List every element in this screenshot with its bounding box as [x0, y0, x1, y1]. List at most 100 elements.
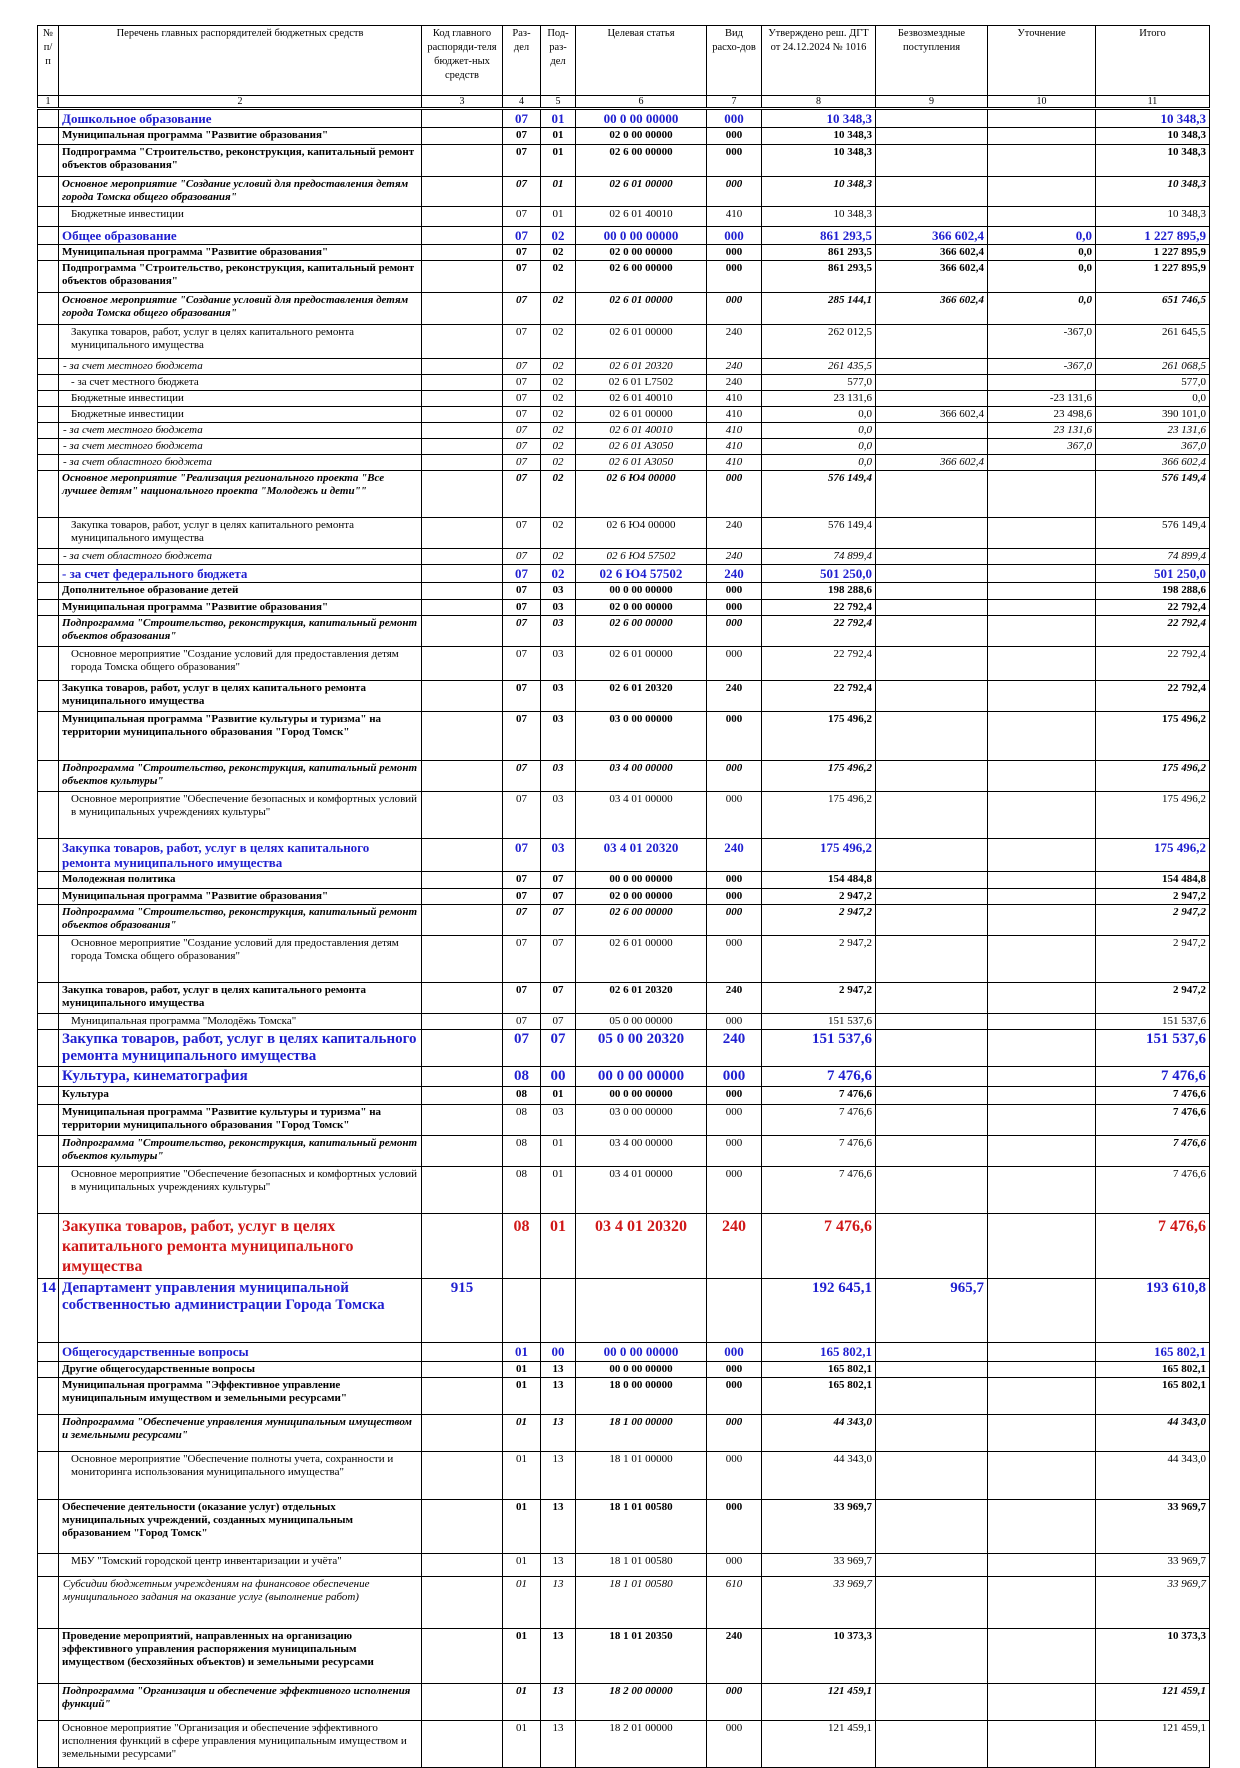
- adjustment: 23 498,6: [987, 406, 1096, 423]
- section: 07: [502, 615, 541, 647]
- row-number: [37, 176, 59, 207]
- adjustment: [987, 871, 1096, 889]
- section: 01: [502, 1628, 541, 1684]
- approved-amount: 44 343,0: [761, 1414, 876, 1452]
- adjustment: [987, 1342, 1096, 1362]
- gratuitous-receipts: [875, 390, 988, 407]
- item-name: Закупка товаров, работ, услуг в целях ка…: [58, 324, 422, 359]
- target-item: 02 6 01 40010: [575, 422, 707, 439]
- budget-row: - за счет областного бюджета 07 02 02 6 01 …: [37, 454, 1210, 471]
- row-number: [37, 292, 59, 325]
- section: 07: [502, 324, 541, 359]
- gratuitous-receipts: [875, 1720, 988, 1768]
- header-row: № п/п Перечень главных распорядителей бюд…: [37, 25, 1210, 96]
- row-number: [37, 1104, 59, 1136]
- target-item: 00 0 00 00000: [575, 871, 707, 889]
- row-number: [37, 1213, 59, 1279]
- row-number: [37, 374, 59, 391]
- section: 07: [502, 390, 541, 407]
- adjustment: [987, 1104, 1096, 1136]
- manager-code: [421, 226, 503, 245]
- gratuitous-receipts: [875, 206, 988, 227]
- item-name: Дополнительное образование детей: [58, 582, 422, 600]
- column-number: 3: [421, 95, 503, 110]
- approved-amount: 33 969,7: [761, 1576, 876, 1629]
- budget-row: Закупка товаров, работ, услуг в целях ка…: [37, 680, 1210, 712]
- gratuitous-receipts: [875, 1104, 988, 1136]
- adjustment: [987, 838, 1096, 872]
- row-number: [37, 358, 59, 375]
- approved-amount: 861 293,5: [761, 260, 876, 293]
- subsection: 01: [540, 206, 576, 227]
- budget-row: 14 Департамент управления муниципальной с…: [37, 1278, 1210, 1343]
- item-name: - за счет местного бюджета: [58, 374, 422, 391]
- total-amount: 0,0: [1095, 390, 1210, 407]
- gratuitous-receipts: [875, 1166, 988, 1214]
- approved-amount: 154 484,8: [761, 871, 876, 889]
- item-name: Подпрограмма "Строительство, реконструкц…: [58, 904, 422, 936]
- section: 01: [502, 1499, 541, 1554]
- gratuitous-receipts: [875, 176, 988, 207]
- gratuitous-receipts: [875, 1361, 988, 1378]
- gratuitous-receipts: [875, 1499, 988, 1554]
- approved-amount: 151 537,6: [761, 1029, 876, 1067]
- subsection: 13: [540, 1628, 576, 1684]
- subsection: 02: [540, 564, 576, 583]
- subsection: 01: [540, 144, 576, 177]
- adjustment: 0,0: [987, 292, 1096, 325]
- column-number: 6: [575, 95, 707, 110]
- budget-row: Муниципальная программа "Развитие образо…: [37, 244, 1210, 261]
- manager-code: [421, 904, 503, 936]
- manager-code: [421, 390, 503, 407]
- target-item: 02 6 01 A3050: [575, 438, 707, 455]
- subsection: 02: [540, 324, 576, 359]
- expense-type: 240: [706, 982, 762, 1014]
- subsection: 02: [540, 548, 576, 565]
- budget-row: Муниципальная программа "Эффективное упр…: [37, 1377, 1210, 1415]
- approved-amount: 151 537,6: [761, 1013, 876, 1030]
- total-amount: 165 802,1: [1095, 1361, 1210, 1378]
- total-amount: 175 496,2: [1095, 760, 1210, 792]
- total-amount: 1 227 895,9: [1095, 260, 1210, 293]
- target-item: 18 1 01 00580: [575, 1553, 707, 1577]
- manager-code: [421, 454, 503, 471]
- budget-row: - за счет местного бюджета 07 02 02 6 01 40…: [37, 422, 1210, 439]
- approved-amount: 261 435,5: [761, 358, 876, 375]
- approved-amount: 0,0: [761, 438, 876, 455]
- adjustment: [987, 1278, 1096, 1343]
- expense-type: 000: [706, 292, 762, 325]
- adjustment: [987, 1135, 1096, 1167]
- section: 07: [502, 711, 541, 761]
- target-item: 02 6 01 L7502: [575, 374, 707, 391]
- column-header: Уточнение: [987, 25, 1096, 96]
- expense-type: 000: [706, 1361, 762, 1378]
- budget-row: Культура 08 01 00 0 00 00000 000 7 476,6 7 476…: [37, 1086, 1210, 1105]
- row-number: [37, 1499, 59, 1554]
- row-number: [37, 454, 59, 471]
- expense-type: 410: [706, 390, 762, 407]
- item-name: Закупка товаров, работ, услуг в целях ка…: [58, 838, 422, 872]
- target-item: 00 0 00 00000: [575, 226, 707, 245]
- target-item: 18 0 00 00000: [575, 1377, 707, 1415]
- budget-row: Основное мероприятие "Создание условий д…: [37, 935, 1210, 983]
- approved-amount: 22 792,4: [761, 680, 876, 712]
- subsection: 01: [540, 127, 576, 145]
- section: 07: [502, 646, 541, 681]
- total-amount: 74 899,4: [1095, 548, 1210, 565]
- budget-row: Подпрограмма "Строительство, реконструкц…: [37, 1135, 1210, 1167]
- budget-row: - за счет областного бюджета 07 02 02 6 Ю4 …: [37, 548, 1210, 565]
- expense-type: 240: [706, 358, 762, 375]
- manager-code: [421, 1086, 503, 1105]
- manager-code: [421, 244, 503, 261]
- subsection: 01: [540, 108, 576, 128]
- row-number: [37, 1414, 59, 1452]
- total-amount: 7 476,6: [1095, 1166, 1210, 1214]
- expense-type: 000: [706, 226, 762, 245]
- item-name: - за счет областного бюджета: [58, 548, 422, 565]
- row-number: [37, 260, 59, 293]
- total-amount: 576 149,4: [1095, 470, 1210, 518]
- budget-row: Основное мероприятие "Обеспечение безопа…: [37, 1166, 1210, 1214]
- column-header: Целевая статья: [575, 25, 707, 96]
- gratuitous-receipts: [875, 470, 988, 518]
- section: 07: [502, 358, 541, 375]
